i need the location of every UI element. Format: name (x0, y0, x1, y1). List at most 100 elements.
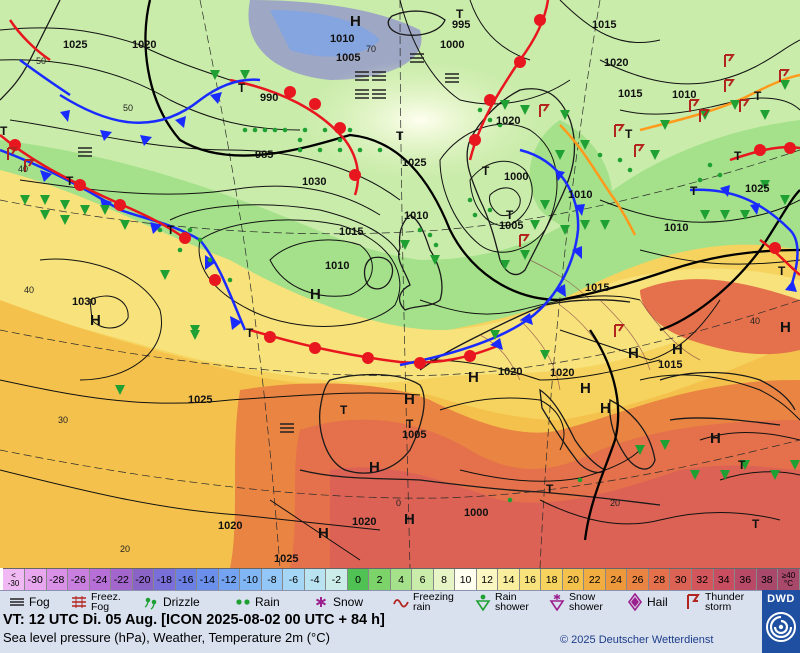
scale-cell: 20 (562, 569, 585, 591)
scale-cell: -4 (304, 569, 327, 591)
high-label: H (318, 525, 329, 542)
front-symbols (9, 14, 797, 369)
isobar-label: 1005 (499, 220, 523, 232)
fog-symbols (78, 53, 459, 433)
scale-value: 30 (674, 574, 687, 586)
isobar-label: 1020 (218, 520, 242, 532)
scale-value: -18 (156, 574, 172, 586)
isobar-label: 1010 (404, 210, 428, 222)
high-label: H (310, 286, 321, 303)
low-label: T (66, 174, 74, 188)
legend-rain: Rain (234, 591, 280, 613)
high-label: H (710, 430, 721, 447)
isobar-label: 1030 (72, 296, 96, 308)
scale-cell: -16 (175, 569, 198, 591)
scale-cell: 4 (390, 569, 413, 591)
isobar-label: 1000 (440, 39, 464, 51)
rain-icon (236, 599, 250, 605)
isobar-label: 1020 (132, 39, 156, 51)
legend-rain-label: Rain (255, 595, 280, 609)
low-label: T (690, 184, 698, 198)
isobar-label: 1025 (188, 394, 212, 406)
graticule-label: 30 (58, 415, 68, 425)
scale-cell: 22 (584, 569, 606, 591)
scale-value: -4 (310, 574, 320, 586)
isobar-label: 1020 (496, 115, 520, 127)
legend-thunderstorm: Thunder storm (684, 591, 744, 613)
scale-value: 18 (545, 574, 558, 586)
low-label: T (406, 417, 414, 431)
low-label: T (396, 129, 404, 143)
legend-hail-label: Hail (647, 595, 668, 609)
freezing-rain-icon (393, 599, 409, 608)
temperature-field (0, 0, 800, 568)
scale-value: -24 (92, 574, 108, 586)
high-label: H (404, 391, 415, 408)
isobar-label: 1015 (658, 359, 682, 371)
dwd-logo-text: DWD (767, 593, 795, 605)
legend-freezing-fog-line1: Freez. (91, 591, 121, 603)
parameter-description: Sea level pressure (hPa), Weather, Tempe… (3, 630, 330, 645)
scale-value: 4 (398, 574, 404, 586)
scale-value: 12 (481, 574, 493, 586)
legend-rain-shower: Rain shower (474, 591, 529, 613)
isobar-label: 1020 (498, 366, 522, 378)
isobar-label: 1015 (618, 88, 642, 100)
isobar-label: 1025 (274, 553, 298, 565)
scale-value: -6 (288, 574, 299, 586)
high-label: H (628, 345, 639, 362)
isobar-label: 1015 (339, 226, 363, 238)
isobar-label: 1030 (302, 176, 326, 188)
legend-thunderstorm-line2: storm (705, 601, 732, 613)
scale-cell: -14 (197, 569, 219, 591)
scale-value: -14 (199, 574, 215, 586)
scale-value: -30 (27, 574, 43, 586)
scale-value: 16 (524, 574, 536, 586)
isobar-label: 1000 (464, 507, 488, 519)
isobar-label: 1005 (336, 52, 360, 64)
scale-value: -16 (178, 574, 194, 586)
low-label: T (340, 403, 348, 417)
scale-value: -12 (221, 574, 237, 586)
legend-rain-shower-line1: Rain (495, 591, 517, 603)
thunderstorm-icon (687, 594, 700, 609)
scale-cell: 26 (627, 569, 649, 591)
scale-value: -20 (135, 574, 151, 586)
high-label: H (404, 511, 415, 528)
legend-freezing-fog-line2: Fog (91, 601, 110, 613)
scale-value: -8 (267, 574, 277, 586)
scale-cell: -2 (326, 569, 348, 591)
isobar-label: 1010 (568, 189, 592, 201)
high-label: H (468, 369, 479, 386)
low-label: T (754, 89, 762, 103)
scale-cell: 8 (433, 569, 456, 591)
scale-value: -28 (49, 574, 65, 586)
scale-cell: 36 (735, 569, 757, 591)
scale-value: 8 (441, 574, 447, 586)
rain-symbols (157, 107, 723, 503)
high-label: H (90, 312, 101, 329)
scale-value: 34 (717, 574, 730, 586)
isobar-label: 1015 (585, 282, 609, 294)
scale-value: 26 (631, 574, 644, 586)
scale-cell: 16 (519, 569, 542, 591)
low-label: T (506, 208, 514, 222)
graticule (0, 0, 800, 568)
scale-max-unit: °C (784, 579, 794, 588)
copyright: © 2025 Deutscher Wetterdienst (560, 634, 714, 646)
legend-snow-shower-line1: Snow (569, 591, 596, 603)
low-label: T (738, 458, 746, 472)
snow-shower-icon (549, 594, 565, 611)
legend-rain-shower-line2: shower (495, 601, 529, 613)
coastlines (0, 0, 796, 506)
scale-value: 38 (760, 574, 773, 586)
legend-fog-label: Fog (29, 595, 50, 609)
chart-info: VT: 12 UTC Di. 05 Aug. [ICON 2025-08-02 … (0, 612, 762, 653)
scale-cell: 14 (498, 569, 520, 591)
isobar-label: 1010 (325, 260, 349, 272)
low-label: T (456, 7, 464, 21)
legend-snow: Snow (312, 591, 363, 613)
isobar-label: 985 (255, 149, 273, 161)
scale-cell: 6 (412, 569, 434, 591)
scale-max-value: ≥40 (781, 571, 796, 580)
